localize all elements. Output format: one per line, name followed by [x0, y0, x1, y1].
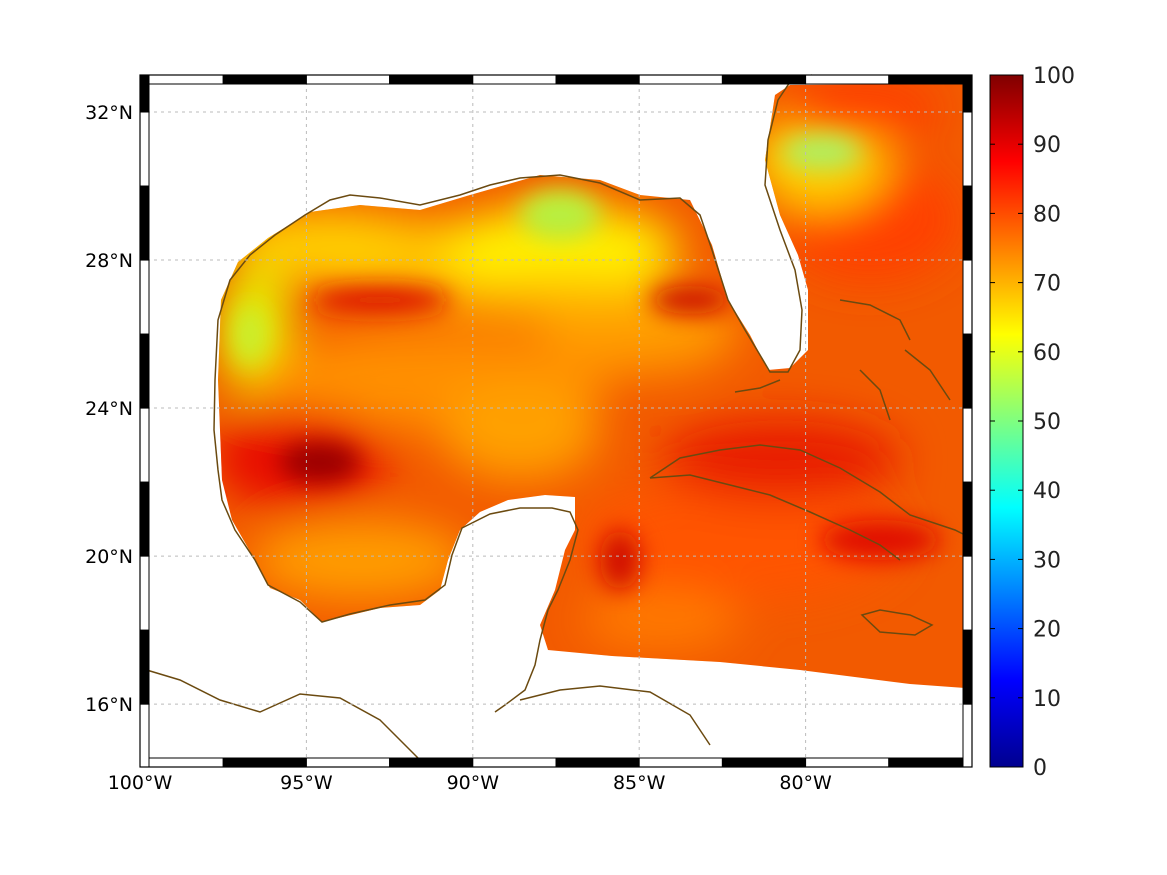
frame-segment-top: [305, 74, 391, 85]
frame-segment-bottom: [638, 757, 723, 768]
frame-segment-right: [962, 333, 973, 409]
colorbar-tick-label: 10: [1033, 687, 1061, 712]
frame-segment-right: [962, 407, 973, 483]
frame-segment-bottom: [139, 757, 224, 768]
frame-segment-right: [962, 629, 973, 705]
frame-segment-left: [139, 259, 150, 335]
colorbar-tick-label: 40: [1033, 479, 1061, 504]
frame-segment-left: [139, 555, 150, 631]
colorbar: 0 10 20 30 40 50 60 70 80 90 100: [989, 64, 1075, 781]
frame-segment-bottom: [222, 757, 307, 768]
frame-segment-right: [962, 111, 973, 187]
y-tick-label: 24°N: [85, 398, 133, 420]
colorbar-gradient: [989, 74, 1024, 768]
frame-segment-left: [139, 629, 150, 705]
frame-segment-top: [139, 74, 224, 85]
colorbar-tick-label: 50: [1033, 410, 1061, 435]
colorbar-tick-label: 80: [1033, 202, 1061, 227]
frame-segment-bottom: [721, 757, 807, 768]
frame-segment-bottom: [555, 757, 640, 768]
colorbar-tick-label: 100: [1033, 64, 1075, 89]
frame-segment-left: [139, 74, 150, 113]
frame-segment-right: [962, 185, 973, 261]
x-tick-label: 90°W: [447, 772, 500, 794]
frame-border: [139, 74, 973, 768]
frame-segment-right: [962, 555, 973, 631]
frame-segment-top: [472, 74, 557, 85]
bahamas-outline: [839, 299, 951, 421]
cuba-outline: [649, 444, 966, 561]
frame-segment-bottom: [472, 757, 557, 768]
x-tick-label: 95°W: [280, 772, 333, 794]
frame-segment-top: [555, 74, 640, 85]
y-tick-label: 20°N: [85, 546, 133, 568]
heatmap-field: [218, 84, 965, 688]
y-tick-label: 16°N: [85, 694, 133, 716]
map-frame: [139, 74, 973, 768]
central-america-coast: [139, 667, 421, 761]
frame-segment-top: [888, 74, 973, 85]
frame-segment-left: [139, 333, 150, 409]
frame-segment-left: [139, 111, 150, 187]
frame-segment-bottom: [305, 757, 391, 768]
frame-segment-top: [721, 74, 807, 85]
colorbar-tick-label: 70: [1033, 272, 1061, 297]
frame-segment-top: [805, 74, 890, 85]
frame-segment-left: [139, 185, 150, 261]
colorbar-ticks: 0 10 20 30 40 50 60 70 80 90 100: [990, 64, 1075, 781]
graticule: [140, 75, 972, 767]
coastlines: [139, 74, 966, 761]
frame-segment-left: [139, 481, 150, 557]
colorbar-tick-label: 0: [1033, 756, 1047, 781]
jamaica-outline: [860, 609, 934, 636]
x-tick-label: 85°W: [613, 772, 666, 794]
colorbar-tick-label: 60: [1033, 341, 1061, 366]
colorbar-tick-label: 90: [1033, 133, 1061, 158]
frame-segment-top: [222, 74, 307, 85]
gulf-coast-line: [213, 379, 579, 713]
frame-segment-bottom: [805, 757, 890, 768]
florida-keys: [734, 379, 781, 393]
x-tick-label: 80°W: [779, 772, 832, 794]
y-tick-labels: 32°N 28°N 24°N 20°N 16°N: [85, 102, 133, 716]
x-tick-labels: 100°W 95°W 90°W 85°W 80°W: [108, 772, 832, 794]
frame-segment-right: [962, 74, 973, 113]
us-gulf-coast-line: [214, 74, 813, 381]
frame-segment-right: [962, 481, 973, 557]
y-tick-label: 28°N: [85, 250, 133, 272]
frame-segment-left: [139, 703, 150, 768]
frame-segment-top: [389, 74, 474, 85]
honduras-coast: [519, 685, 711, 746]
frame-segment-bottom: [389, 757, 474, 768]
frame-segment-right: [962, 259, 973, 335]
frame-segment-left: [139, 407, 150, 483]
frame-segment-bottom: [888, 757, 973, 768]
y-tick-label: 32°N: [85, 102, 133, 124]
frame-segment-top: [638, 74, 723, 85]
colorbar-tick-label: 20: [1033, 618, 1061, 643]
x-tick-label: 100°W: [108, 772, 173, 794]
colorbar-tick-label: 30: [1033, 548, 1061, 573]
frame-segment-right: [962, 703, 973, 768]
